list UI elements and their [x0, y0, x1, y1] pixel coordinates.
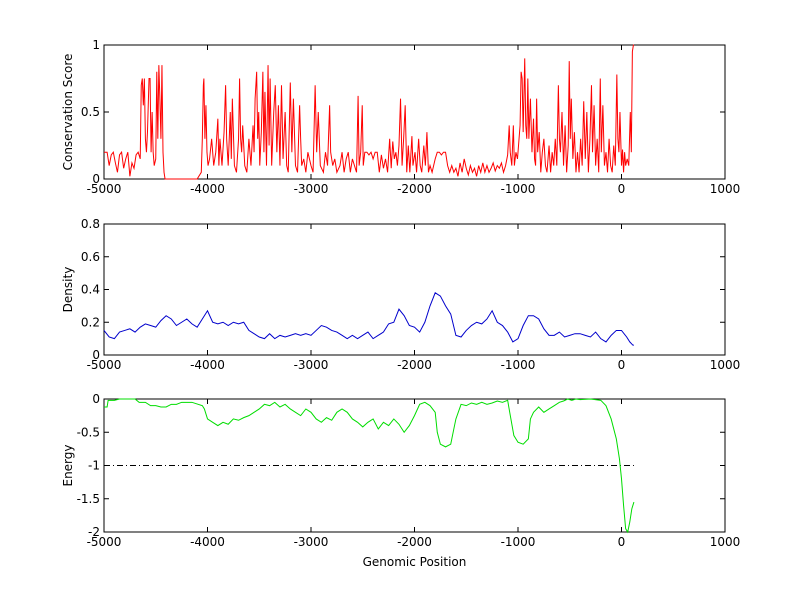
conservation-y-tick-label: 0.5	[81, 105, 100, 119]
energy-x-tick-label: -4000	[190, 535, 225, 549]
density-axes-frame	[103, 223, 726, 356]
density-panel: -5000 -4000 -3000 -2000 -1000 0 1000 0 0.2 0.4 0.6…	[61, 217, 740, 372]
density-y-axis-label: Density	[61, 267, 75, 313]
density-y-tick-label: 0.4	[81, 283, 100, 297]
conservation-x-tick-label: 0	[618, 182, 626, 196]
density-y-tick-label: 0.2	[81, 315, 100, 329]
density-y-tick-label: 0.6	[81, 250, 100, 264]
density-x-tick-label: 0	[618, 358, 626, 372]
genomic-position-x-axis-label: Genomic Position	[363, 555, 467, 569]
energy-ticks: -5000 -4000 -3000 -2000 -1000 0 1000 -2 -1.5 -1 -0…	[77, 392, 741, 549]
density-x-tick-label: -1000	[501, 358, 536, 372]
conservation-x-tick-label: -2000	[397, 182, 432, 196]
energy-x-tick-label: 0	[618, 535, 626, 549]
density-x-tick-label: -4000	[190, 358, 225, 372]
density-ticks: -5000 -4000 -3000 -2000 -1000 0 1000 0 0.2 0.4 0.6…	[81, 217, 740, 372]
conservation-y-tick-label: 0	[92, 172, 100, 186]
energy-y-tick-label: 0	[92, 392, 100, 406]
energy-x-tick-label: 1000	[710, 535, 741, 549]
energy-x-tick-label: -5000	[87, 535, 122, 549]
energy-panel: -5000 -4000 -3000 -2000 -1000 0 1000 -2 -1.5 -1 -0…	[61, 392, 740, 569]
energy-y-tick-label: -1	[88, 459, 100, 473]
density-y-tick-label: 0.8	[81, 217, 100, 231]
energy-y-tick-label: -0.5	[77, 425, 100, 439]
energy-x-tick-label: -3000	[294, 535, 329, 549]
density-series-line	[103, 292, 634, 346]
energy-axes-frame	[103, 398, 726, 533]
conservation-x-tick-label: -5000	[87, 182, 122, 196]
conservation-x-tick-label: -4000	[190, 182, 225, 196]
conservation-x-tick-label: 1000	[710, 182, 741, 196]
conservation-x-tick-label: -3000	[294, 182, 329, 196]
conservation-score-panel: -5000 -4000 -3000 -2000 -1000 0 1000 0 0.5 1 Cons…	[61, 38, 740, 196]
conservation-y-tick-label: 1	[92, 38, 100, 52]
density-x-tick-label: -3000	[294, 358, 329, 372]
density-plot-area	[103, 292, 634, 346]
energy-y-tick-label: -1.5	[77, 492, 100, 506]
energy-series-line	[104, 398, 635, 534]
energy-plot-area	[104, 398, 635, 534]
conservation-x-tick-label: -1000	[501, 182, 536, 196]
conservation-ticks: -5000 -4000 -3000 -2000 -1000 0 1000 0 0.5 1	[81, 38, 740, 196]
conservation-y-axis-label: Conservation Score	[61, 54, 75, 171]
energy-y-tick-label: -2	[88, 525, 100, 539]
density-x-tick-label: -5000	[87, 358, 122, 372]
density-x-tick-label: 1000	[710, 358, 741, 372]
conservation-plot-area	[104, 44, 634, 180]
energy-x-tick-label: -2000	[397, 535, 432, 549]
energy-y-axis-label: Energy	[61, 444, 75, 486]
density-x-tick-label: -2000	[397, 358, 432, 372]
energy-x-tick-label: -1000	[501, 535, 536, 549]
conservation-series-line	[104, 44, 634, 180]
density-y-tick-label: 0	[92, 348, 100, 362]
